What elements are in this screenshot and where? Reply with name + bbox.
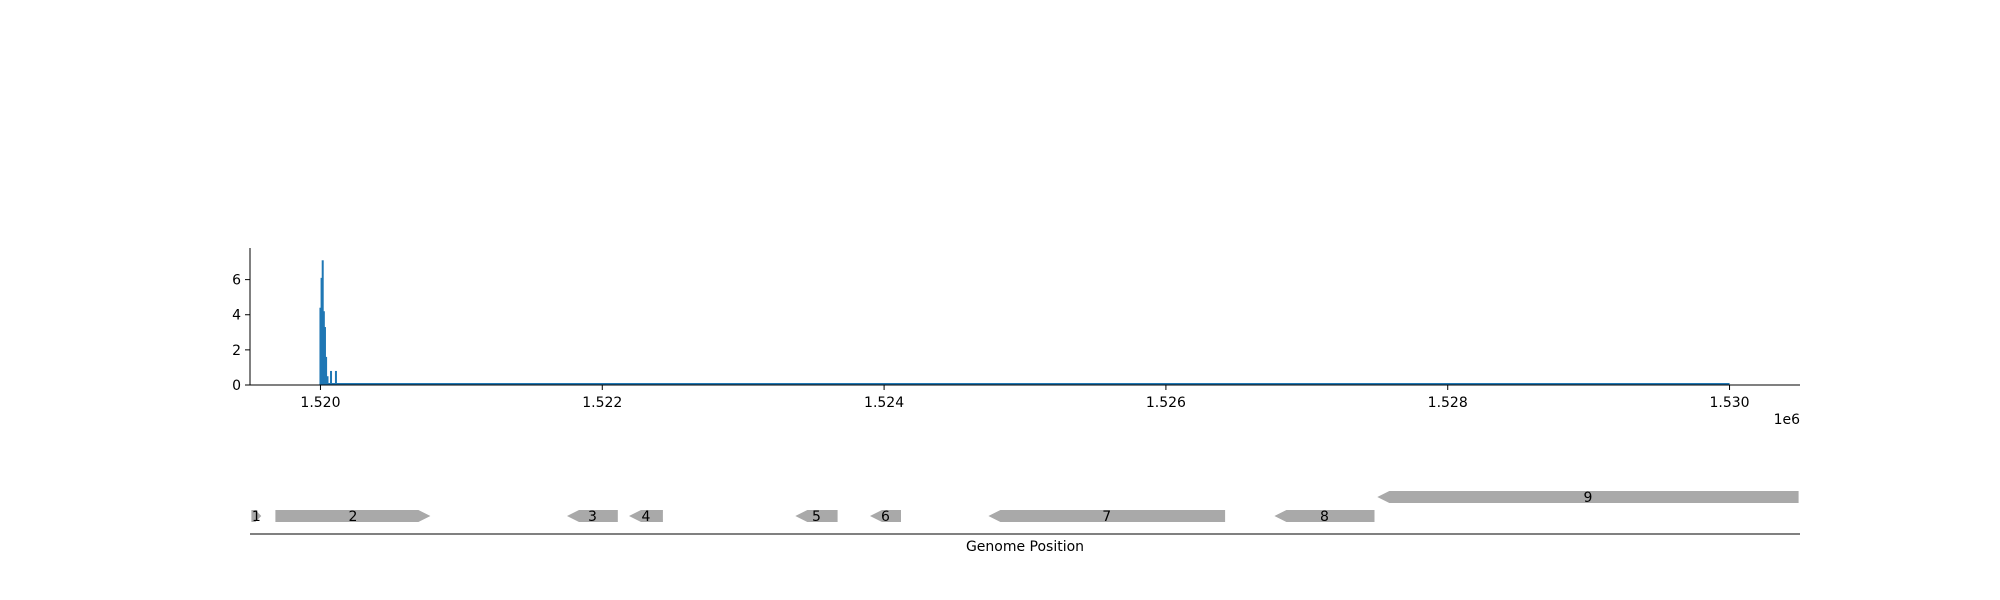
- x-tick-label-4: 1.528: [1428, 395, 1468, 411]
- x-axis-offset-label: 1e6: [1774, 412, 1801, 428]
- gene-arrow-1: [251, 510, 262, 522]
- gene-label-7: 7: [1102, 509, 1111, 525]
- y-tick-label-3: 6: [232, 273, 241, 289]
- gene-arrow-2: [275, 510, 431, 522]
- coverage-bar-1: [320, 277, 323, 385]
- gene-label-2: 2: [348, 509, 357, 525]
- x-tick-label-3: 1.526: [1146, 395, 1186, 411]
- coverage-bar-6: [326, 376, 329, 385]
- gene-arrow-4: [629, 510, 663, 522]
- y-tick-label-2: 4: [232, 308, 241, 324]
- coverage-plot: 1.520 1.522 1.524 1.526 1.528 1.530 0 2 4 6 1e6: [232, 248, 1800, 428]
- gene-label-4: 4: [642, 509, 651, 525]
- coverage-bar-4: [323, 327, 326, 385]
- y-axis-ticks: 0 2 4 6: [232, 273, 250, 394]
- x-tick-label-1: 1.522: [582, 395, 622, 411]
- coverage-bar-7: [330, 370, 333, 385]
- gene-track-xlabel: Genome Position: [966, 539, 1084, 555]
- gene-arrows: 1 2 3 4 5 6 7 8 9: [251, 490, 1799, 525]
- gene-arrow-8: [1274, 510, 1375, 522]
- x-tick-label-5: 1.530: [1709, 395, 1749, 411]
- x-tick-label-0: 1.520: [300, 395, 340, 411]
- gene-label-3: 3: [588, 509, 597, 525]
- gene-arrow-5: [795, 510, 838, 522]
- gene-arrow-6: [870, 510, 901, 522]
- gene-label-5: 5: [812, 509, 821, 525]
- coverage-bars: [319, 260, 337, 385]
- gene-arrow-7: [988, 510, 1226, 522]
- gene-label-8: 8: [1320, 509, 1329, 525]
- coverage-bar-3: [322, 311, 325, 385]
- gene-label-1: 1: [252, 509, 261, 525]
- coverage-bar-2: [321, 260, 324, 385]
- gene-label-9: 9: [1583, 490, 1592, 506]
- gene-label-6: 6: [881, 509, 890, 525]
- gene-arrow-9: [1377, 491, 1799, 503]
- y-tick-label-0: 0: [232, 378, 241, 394]
- gene-arrow-3: [567, 510, 618, 522]
- x-axis-ticks: 1.520 1.522 1.524 1.526 1.528 1.530: [300, 385, 1750, 411]
- gene-track: 1 2 3 4 5 6 7 8 9 Genome Position: [250, 490, 1800, 555]
- x-tick-label-2: 1.524: [864, 395, 904, 411]
- y-tick-label-1: 2: [232, 343, 241, 359]
- coverage-bar-5: [325, 356, 328, 385]
- coverage-bar-0: [319, 307, 322, 385]
- coverage-bar-8: [334, 370, 337, 385]
